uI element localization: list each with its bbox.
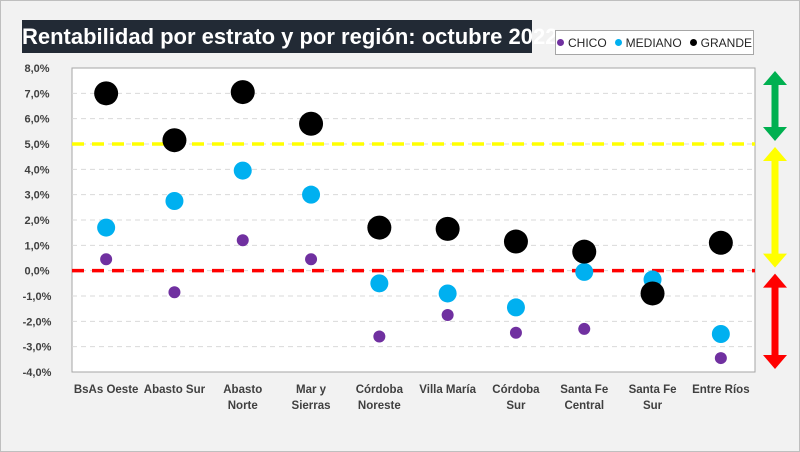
point-mediano [302,185,321,204]
y-tick-label: 2,0% [24,215,49,227]
legend-item-grande: GRANDE [689,35,753,50]
x-category-label: Santa Fe [629,384,677,396]
point-mediano [370,274,389,293]
data-points [94,80,733,365]
point-mediano [97,218,116,237]
point-grande [162,128,187,153]
legend-marker-chico [556,39,564,46]
y-tick-label: 0,0% [24,266,49,278]
x-axis-categories: BsAs Oeste Abasto Sur Abasto Norte Mar y Sier… [74,384,750,412]
x-category-label: Santa Fe [560,384,608,396]
x-category-label: Entre Ríos [692,384,750,396]
point-grande [435,216,460,241]
legend-item-mediano: MEDIANO [614,35,682,50]
y-tick-label: 8,0% [24,63,49,75]
x-category-label: Central [564,400,604,412]
y-tick-label: 6,0% [24,114,49,126]
reference-lines [72,142,755,273]
point-grande [230,80,255,105]
y-tick-label: -4,0% [23,367,52,379]
yellow-range-arrow-icon [763,147,787,268]
point-chico [373,330,386,343]
point-chico [714,352,727,365]
point-chico [509,326,522,339]
legend-marker-grande [689,39,697,46]
legend-label-mediano: MEDIANO [625,35,682,50]
point-chico [100,253,113,266]
x-category-label: Noreste [358,400,401,412]
green-range-arrow-icon [763,71,787,141]
point-chico [441,309,454,321]
point-grande [367,215,392,240]
x-category-label: Villa María [419,384,476,396]
point-mediano [575,262,594,281]
range-arrows [763,71,787,369]
legend-marker-mediano [614,39,622,46]
point-mediano [165,192,184,210]
y-tick-label: 7,0% [24,88,49,100]
x-category-label: Córdoba [492,384,540,396]
x-category-label: Norte [228,400,258,412]
x-category-label: BsAs Oeste [74,384,139,396]
red-range-arrow-icon [763,273,787,369]
point-grande [299,111,324,136]
x-category-label: Sur [506,400,526,412]
point-mediano [711,325,730,343]
point-chico [305,253,318,266]
y-tick-label: 5,0% [24,139,49,151]
point-chico [168,286,181,299]
point-chico [578,322,591,335]
y-tick-label: 1,0% [24,240,49,252]
x-category-label: Sierras [292,400,331,412]
x-category-label: Sur [643,400,663,412]
y-tick-label: -1,0% [23,291,52,303]
y-tick-label: 3,0% [24,190,49,202]
x-category-label: Abasto [223,384,262,396]
x-category-label: Mar y [296,384,327,396]
point-grande [640,281,665,306]
chart-title: Rentabilidad por estrato y por región: o… [22,20,557,53]
point-chico [236,234,249,247]
point-mediano [438,284,457,303]
legend-label-chico: CHICO [567,35,607,50]
point-grande [503,229,528,254]
point-mediano [233,161,252,180]
legend-label-grande: GRANDE [700,35,753,50]
point-grande [94,81,119,106]
y-tick-label: -3,0% [23,342,52,354]
y-tick-label: -2,0% [23,316,52,328]
legend: CHICO MEDIANO GRANDE [555,30,754,55]
legend-item-chico: CHICO [556,35,607,50]
x-category-label: Córdoba [356,384,404,396]
point-grande [708,230,733,255]
point-grande [572,239,597,264]
point-mediano [506,298,525,317]
y-tick-label: 4,0% [24,164,49,176]
x-category-label: Abasto Sur [144,384,206,396]
y-axis-ticks: 8,0% 7,0% 6,0% 5,0% 4,0% 3,0% 2,0% 1,0% 0,0% -1,0… [23,63,52,379]
